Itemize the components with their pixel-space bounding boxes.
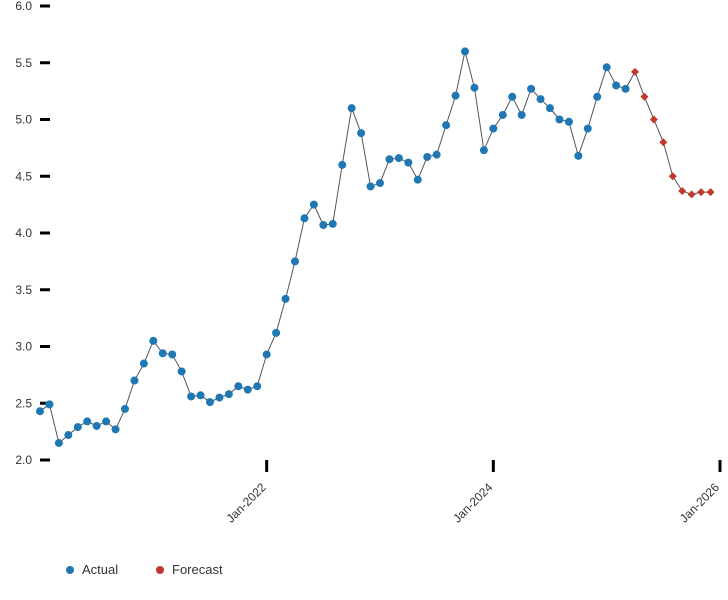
actual-point [376,179,384,187]
actual-point [206,398,214,406]
actual-point [282,295,290,303]
actual-point [197,391,205,399]
actual-point [442,121,450,129]
y-tick-label: 4.0 [15,226,32,240]
time-series-chart: 2.02.53.03.54.04.55.05.56.0Jan-2022Jan-2… [0,0,728,600]
actual-point [83,417,91,425]
legend-marker [156,566,164,574]
y-tick-label: 2.5 [15,396,32,410]
actual-point [159,349,167,357]
actual-point [622,85,630,93]
actual-point [130,377,138,385]
actual-point [244,386,252,394]
y-tick-label: 5.0 [15,113,32,127]
actual-point [234,382,242,390]
actual-point [187,392,195,400]
actual-point [461,47,469,55]
actual-point [215,394,223,402]
legend-marker [66,566,74,574]
actual-point [64,431,72,439]
actual-point [263,350,271,358]
legend-label: Forecast [172,562,223,577]
actual-point [452,92,460,100]
actual-point [546,104,554,112]
actual-point [385,155,393,163]
actual-point [55,439,63,447]
actual-point [414,176,422,184]
actual-point [168,350,176,358]
actual-point [112,425,120,433]
y-tick-label: 4.5 [15,169,32,183]
actual-point [584,125,592,133]
actual-point [423,153,431,161]
actual-point [404,159,412,167]
y-tick-label: 3.5 [15,283,32,297]
actual-point [433,151,441,159]
legend-label: Actual [82,562,118,577]
actual-point [272,329,280,337]
y-tick-label: 2.0 [15,453,32,467]
chart-container: 2.02.53.03.54.04.55.05.56.0Jan-2022Jan-2… [0,0,728,600]
actual-point [121,405,129,413]
actual-point [36,407,44,415]
actual-point [499,111,507,119]
actual-point [149,337,157,345]
actual-point [102,417,110,425]
actual-point [480,146,488,154]
actual-point [593,93,601,101]
actual-point [45,400,53,408]
actual-point [537,95,545,103]
actual-point [367,182,375,190]
y-tick-label: 5.5 [15,56,32,70]
chart-background [0,0,728,600]
actual-point [253,382,261,390]
actual-point [329,220,337,228]
actual-point [338,161,346,169]
actual-point [300,214,308,222]
actual-point [225,390,233,398]
actual-point [140,360,148,368]
actual-point [518,111,526,119]
actual-point [489,125,497,133]
actual-point [93,422,101,430]
actual-point [74,423,82,431]
actual-point [348,104,356,112]
y-tick-label: 6.0 [15,0,32,13]
actual-point [527,85,535,93]
actual-point [319,221,327,229]
actual-point [395,154,403,162]
actual-point [565,118,573,126]
actual-point [470,84,478,92]
actual-point [291,257,299,265]
actual-point [612,81,620,89]
actual-point [508,93,516,101]
actual-point [310,201,318,209]
actual-point [357,129,365,137]
actual-point [178,367,186,375]
actual-point [603,63,611,71]
actual-point [555,116,563,124]
actual-point [574,152,582,160]
y-tick-label: 3.0 [15,340,32,354]
